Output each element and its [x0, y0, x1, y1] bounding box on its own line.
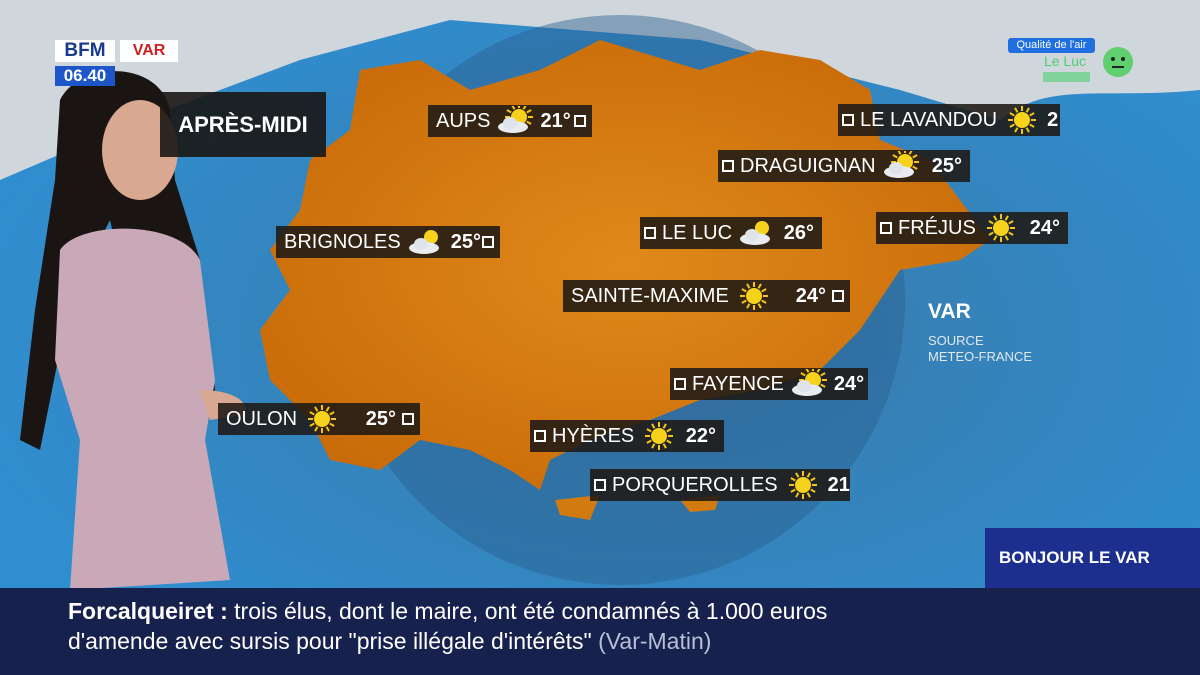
city-marker [574, 115, 586, 127]
ticker-line2: d'amende avec sursis pour "prise illégal… [68, 628, 711, 655]
city-name: BRIGNOLES [284, 230, 401, 253]
city-marker [832, 290, 844, 302]
city-marker [674, 378, 686, 390]
city-temperature: 26° [783, 221, 814, 244]
ticker-text: d'amende avec sursis pour "prise illégal… [68, 628, 592, 654]
city-temperature: 25° [931, 154, 962, 177]
air-quality-label: Qualité de l'air [1008, 38, 1095, 53]
clock: 06.40 [55, 66, 115, 86]
city-label: PORQUEROLLES 21° [590, 469, 850, 501]
weather-icon [739, 282, 768, 310]
map-label: VAR [928, 300, 971, 323]
city-marker [402, 413, 414, 425]
city-marker [842, 114, 854, 126]
city-label: LE LAVANDOU 2 [838, 104, 1060, 136]
city-temperature: 24° [795, 284, 826, 307]
city-marker [722, 160, 734, 172]
city-label: LE LUC 26° [640, 217, 822, 249]
weather-icon [308, 405, 337, 433]
city-name: LE LAVANDOU [860, 108, 998, 131]
weather-icon [740, 221, 771, 245]
period-title: APRÈS-MIDI [160, 92, 326, 157]
city-temperature: 2 [1047, 108, 1059, 131]
city-temperature: 25° [365, 407, 396, 430]
ticker: Forcalqueiret : trois élus, dont le mair… [0, 588, 1200, 675]
air-quality-icon [1103, 47, 1133, 77]
city-name: SAINTE-MAXIME [571, 284, 729, 307]
city-label: BRIGNOLES 25° [276, 226, 500, 258]
city-label: FRÉJUS 24° [876, 212, 1068, 244]
city-temperature: 25° [450, 230, 481, 253]
weather-icon [788, 471, 817, 499]
city-temperature: 22° [685, 424, 716, 447]
ticker-source: (Var-Matin) [598, 628, 712, 654]
weather-icon [1008, 106, 1037, 134]
city-label: DRAGUIGNAN 25° [718, 150, 970, 182]
program-banner: BONJOUR LE VAR [985, 528, 1200, 588]
ticker-line1: Forcalqueiret : trois élus, dont le mair… [68, 598, 827, 625]
ticker-separator: : [220, 598, 228, 624]
source-line1: SOURCE [928, 333, 984, 348]
ticker-topic: Forcalqueiret [68, 598, 214, 624]
weather-icon [498, 106, 534, 133]
air-quality-city: Le Luc [1043, 53, 1087, 69]
city-temperature: 24° [1029, 216, 1060, 239]
weather-icon [645, 422, 674, 450]
city-name: DRAGUIGNAN [740, 154, 876, 177]
city-temperature: 24° [833, 372, 865, 395]
city-label: FAYENCE 24° [670, 368, 868, 400]
ticker-text: trois élus, dont le maire, ont été conda… [234, 598, 828, 624]
city-marker [534, 430, 546, 442]
city-marker [880, 222, 892, 234]
weather-icon [408, 230, 439, 254]
city-temperature: 21° [827, 473, 850, 496]
region-tag: VAR [120, 40, 178, 62]
city-label: SAINTE-MAXIME 24° [563, 280, 850, 312]
air-quality-bar [1043, 72, 1090, 82]
city-name: LE LUC [662, 221, 733, 244]
city-marker [594, 479, 606, 491]
city-temperature: 21° [540, 109, 571, 132]
presenter [20, 71, 246, 590]
city-name: OULON [226, 407, 298, 430]
source-line2: METEO-FRANCE [928, 349, 1032, 364]
city-marker [482, 236, 494, 248]
weather-icon [791, 369, 827, 396]
weather-icon [986, 214, 1015, 242]
city-label: HYÈRES 22° [530, 420, 724, 452]
city-name: AUPS [436, 109, 491, 132]
city-label: AUPS 21° [428, 105, 592, 137]
city-label: OULON 25° [218, 403, 420, 435]
city-name: FRÉJUS [898, 216, 976, 239]
city-name: FAYENCE [692, 372, 784, 395]
city-name: PORQUEROLLES [612, 473, 778, 496]
channel-logo: BFM [55, 40, 115, 62]
weather-icon [883, 151, 919, 178]
city-marker [644, 227, 656, 239]
city-name: HYÈRES [552, 424, 635, 447]
